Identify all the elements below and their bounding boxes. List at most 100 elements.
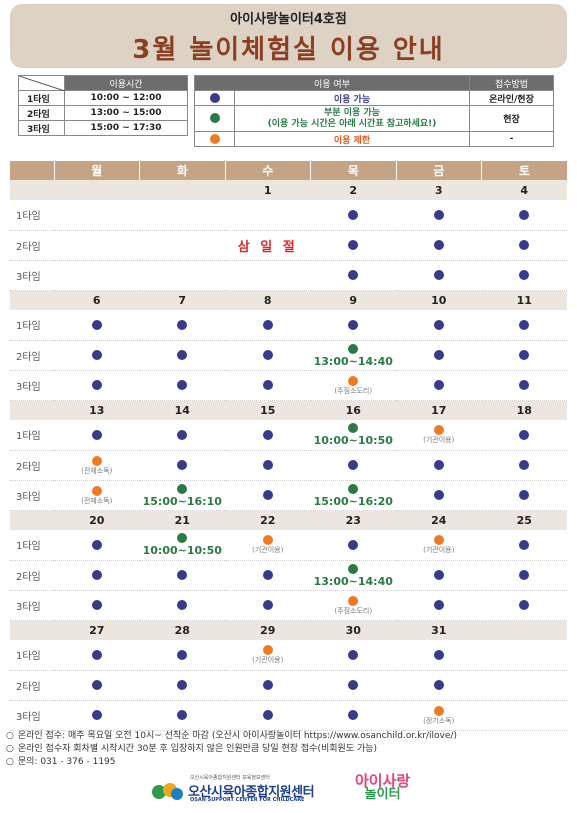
slot-cell — [139, 560, 225, 591]
slot-cell — [481, 200, 567, 231]
weekday-header: 토 — [481, 161, 567, 180]
date-number: 25 — [481, 510, 567, 530]
slot-cell — [396, 370, 482, 401]
blue-dot-icon — [262, 570, 273, 580]
slot-cell: 13:00~14:40 — [310, 560, 396, 591]
date-number: 9 — [310, 290, 396, 310]
slot-cell — [54, 640, 140, 671]
time-slot-name: 1타임 — [18, 90, 65, 106]
slot-cell — [396, 640, 482, 671]
blue-dot-icon — [91, 570, 102, 580]
partial-time-range: 10:00~10:50 — [142, 544, 222, 558]
slot-label: 1타임 — [10, 420, 54, 451]
blue-dot-icon — [519, 240, 530, 250]
orange-dot-icon — [433, 535, 444, 546]
slot-cell — [481, 450, 567, 481]
blue-dot-icon — [348, 270, 359, 280]
slot-cell — [225, 310, 311, 341]
time-legend-header: 이용시간 — [64, 75, 188, 91]
slot-cell: (정기소독) — [396, 700, 482, 731]
blue-dot-icon — [348, 680, 359, 690]
blue-dot-icon — [177, 649, 188, 660]
blue-dot-icon — [91, 649, 102, 660]
slot-cell — [310, 530, 396, 561]
slot-cell — [396, 480, 482, 511]
date-number: 23 — [310, 510, 396, 530]
blue-dot-icon — [519, 539, 530, 550]
blue-dot-icon — [177, 460, 188, 470]
orange-dot-icon — [348, 375, 359, 386]
time-slot-row: 2타임 13:00~14:40 — [10, 560, 567, 591]
date-number: 20 — [54, 510, 140, 530]
slot-cell — [54, 560, 140, 591]
slot-cell: (전체소독) — [54, 450, 140, 481]
blue-dot-icon — [433, 570, 444, 580]
method-header: 접수방법 — [469, 75, 554, 91]
slot-cell — [225, 450, 311, 481]
date-number: 31 — [396, 620, 482, 640]
date-number: 15 — [225, 400, 311, 420]
slot-cell — [310, 700, 396, 731]
availability-label: 부분 이용 가능 — [324, 107, 380, 118]
orange-dot-icon — [91, 455, 102, 466]
slot-cell — [396, 200, 482, 231]
blue-dot-icon — [177, 429, 188, 440]
slot-cell — [310, 640, 396, 671]
date-row: 27 28 29 30 31 — [10, 620, 567, 640]
blue-dot-icon — [348, 319, 359, 330]
availability-row-partial: 부분 이용 가능 (이용 가능 시간은 아래 시간표 참고하세요!) 현장 — [194, 105, 554, 132]
slot-cell — [396, 590, 482, 621]
blue-dot-icon — [177, 710, 188, 720]
availability-row-restricted: 이용 제한 - — [194, 131, 554, 147]
partial-time-range: 13:00~14:40 — [313, 354, 393, 368]
slot-cell — [396, 310, 482, 341]
orange-dot-icon — [262, 535, 273, 546]
blue-dot-icon — [262, 490, 273, 500]
slot-cell — [54, 670, 140, 701]
weekday-header: 화 — [139, 161, 225, 180]
date-number: 14 — [139, 400, 225, 420]
slot-cell — [54, 700, 140, 731]
slot-cell — [54, 310, 140, 341]
blue-dot-icon — [348, 209, 359, 220]
green-dot-icon — [348, 483, 359, 494]
slot-cell — [139, 260, 225, 291]
green-dot-icon — [209, 113, 220, 124]
partial-time-range: 15:00~16:10 — [142, 494, 222, 508]
slot-cell — [396, 450, 482, 481]
time-slot-row: 3타임 (주짐소도리) — [10, 590, 567, 621]
note-onsite-registration: 온라인 접수자 회차별 시작시간 30분 후 입장하지 않은 인원만큼 당일 현… — [6, 743, 457, 756]
date-number: 22 — [225, 510, 311, 530]
slot-cell — [139, 420, 225, 451]
slot-label: 2타임 — [10, 560, 54, 591]
slot-cell — [310, 310, 396, 341]
note-contact: 문의: 031 - 376 - 1195 — [6, 756, 457, 769]
date-number: 21 — [139, 510, 225, 530]
slot-cell — [54, 420, 140, 451]
slot-cell — [225, 700, 311, 731]
slot-cell — [225, 670, 311, 701]
slot-cell: 15:00~16:20 — [310, 480, 396, 511]
slot-cell — [139, 200, 225, 231]
slot-cell — [54, 230, 140, 261]
green-dot-icon — [348, 563, 359, 574]
method-value: 온라인/현장 — [469, 90, 554, 106]
blue-dot-icon — [262, 680, 273, 690]
date-number: 1 — [225, 180, 311, 200]
orange-dot-icon — [262, 645, 273, 656]
blue-dot-icon — [433, 600, 444, 610]
orange-dot-icon — [433, 705, 444, 716]
availability-row-available: 이용 가능 온라인/현장 — [194, 90, 554, 106]
slot-label: 3타임 — [10, 590, 54, 621]
time-slot-range: 10:00 ~ 12:00 — [64, 90, 188, 106]
date-number: 30 — [310, 620, 396, 640]
date-number: 3 — [396, 180, 482, 200]
date-row-corner — [10, 290, 54, 310]
slot-cell — [54, 340, 140, 371]
green-dot-icon — [177, 533, 188, 544]
green-dot-icon — [348, 343, 359, 354]
time-slot-row: 3타임 (정기소독) — [10, 700, 567, 731]
slot-cell: (주짐소도리) — [310, 590, 396, 621]
slot-cell — [139, 310, 225, 341]
slot-cell — [139, 590, 225, 621]
